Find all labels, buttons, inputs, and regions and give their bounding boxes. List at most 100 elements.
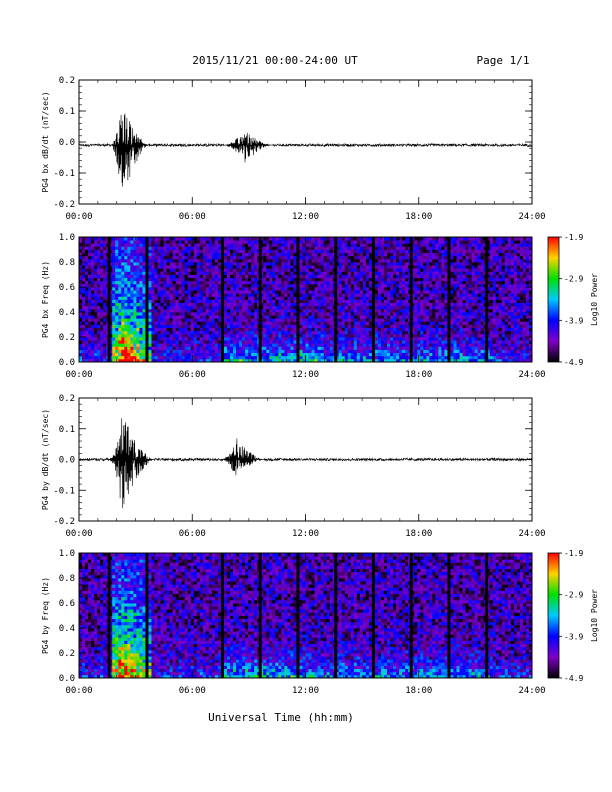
heatmap-cell — [414, 290, 418, 294]
heatmap-cell — [112, 349, 116, 354]
heatmap-cell — [190, 343, 195, 347]
heatmap-cell — [208, 287, 213, 291]
heatmap-cell — [118, 308, 122, 313]
heatmap-cell — [248, 243, 252, 247]
heatmap-cell — [172, 268, 177, 272]
heatmap-cell — [317, 246, 321, 250]
heatmap-cell — [193, 327, 198, 332]
heatmap-cell — [217, 249, 222, 254]
heatmap-cell — [160, 358, 164, 363]
heatmap-cell — [254, 290, 258, 294]
heatmap-cell — [368, 352, 373, 357]
heatmap-cell — [272, 249, 276, 254]
heatmap-cell — [287, 302, 291, 307]
heatmap-cell — [329, 327, 334, 332]
heatmap-cell — [405, 321, 409, 325]
heatmap-cell — [263, 277, 267, 282]
heatmap-cell — [130, 274, 134, 279]
heatmap-cell — [97, 296, 101, 300]
heatmap-cell — [163, 340, 167, 344]
heatmap-cell — [299, 255, 303, 260]
heatmap-cell — [420, 352, 424, 357]
heatmap-cell — [350, 240, 355, 244]
heatmap-cell — [148, 324, 152, 329]
heatmap-cell — [390, 324, 394, 329]
heatmap-cell — [100, 274, 104, 279]
heatmap-cell — [317, 271, 321, 275]
heatmap-cell — [269, 268, 273, 272]
heatmap-cell — [317, 337, 321, 341]
heatmap-cell — [287, 330, 291, 335]
heatmap-cell — [151, 302, 155, 307]
heatmap-cell — [245, 274, 249, 279]
heatmap-cell — [82, 305, 86, 310]
heatmap-cell — [236, 296, 240, 300]
heatmap-cell — [284, 352, 288, 357]
heatmap-cell — [205, 280, 210, 285]
heatmap-cell — [148, 302, 152, 307]
heatmap-cell — [175, 315, 180, 319]
heatmap-cell — [341, 290, 346, 294]
heatmap-cell — [393, 299, 397, 304]
heatmap-cell — [263, 302, 267, 307]
heatmap-cell — [308, 283, 312, 288]
heatmap-cell — [251, 249, 255, 254]
heatmap-cell — [217, 324, 222, 329]
heatmap-cell — [293, 280, 297, 285]
heatmap-cell — [88, 352, 92, 357]
heatmap-cell — [284, 330, 288, 335]
heatmap-cell — [118, 287, 122, 291]
heatmap-cell — [196, 305, 201, 310]
heatmap-cell — [160, 271, 164, 275]
heatmap-cell — [438, 283, 442, 288]
heatmap-cell — [435, 258, 439, 263]
heatmap-cell — [190, 290, 195, 294]
heatmap-cell — [414, 349, 418, 354]
heatmap-cell — [405, 296, 409, 300]
heatmap-cell — [196, 321, 201, 325]
heatmap-cell — [353, 252, 358, 257]
heatmap-cell — [199, 315, 204, 319]
heatmap-cell — [377, 237, 382, 241]
heatmap-cell — [226, 249, 231, 254]
heatmap-cell — [341, 340, 346, 344]
heatmap-cell — [136, 299, 140, 304]
heatmap-cell — [381, 305, 385, 310]
heatmap-cell — [151, 293, 155, 297]
heatmap-cell — [178, 349, 183, 354]
heatmap-cell — [359, 321, 364, 325]
heatmap-cell — [374, 352, 379, 357]
heatmap-cell — [139, 312, 143, 316]
heatmap-cell — [368, 349, 373, 354]
heatmap-cell — [100, 327, 104, 332]
heatmap-cell — [97, 265, 101, 269]
heatmap-cell — [353, 337, 358, 341]
heatmap-cell — [130, 268, 134, 272]
heatmap-cell — [387, 265, 391, 269]
heatmap-cell — [160, 274, 164, 279]
heatmap-cell — [187, 246, 192, 250]
heatmap-cell — [266, 324, 270, 329]
heatmap-cell — [423, 283, 427, 288]
heatmap-cell — [311, 287, 315, 291]
heatmap-cell — [169, 258, 174, 263]
heatmap-cell — [305, 237, 309, 241]
heatmap-cell — [172, 283, 177, 288]
heatmap-cell — [356, 283, 361, 288]
heatmap-cell — [353, 358, 358, 363]
heatmap-cell — [133, 280, 137, 285]
heatmap-cell — [169, 318, 174, 322]
heatmap-cell — [233, 324, 237, 329]
heatmap-cell — [193, 290, 198, 294]
heatmap-cell — [217, 268, 222, 272]
heatmap-cell — [79, 333, 83, 338]
heatmap-cell — [390, 274, 394, 279]
heatmap-cell — [187, 333, 192, 338]
heatmap-cell — [127, 315, 131, 319]
heatmap-cell — [365, 343, 370, 347]
heatmap-cell — [284, 293, 288, 297]
heatmap-cell — [293, 355, 297, 360]
heatmap-cell — [178, 355, 183, 360]
heatmap-cell — [205, 271, 210, 275]
heatmap-cell — [217, 318, 222, 322]
